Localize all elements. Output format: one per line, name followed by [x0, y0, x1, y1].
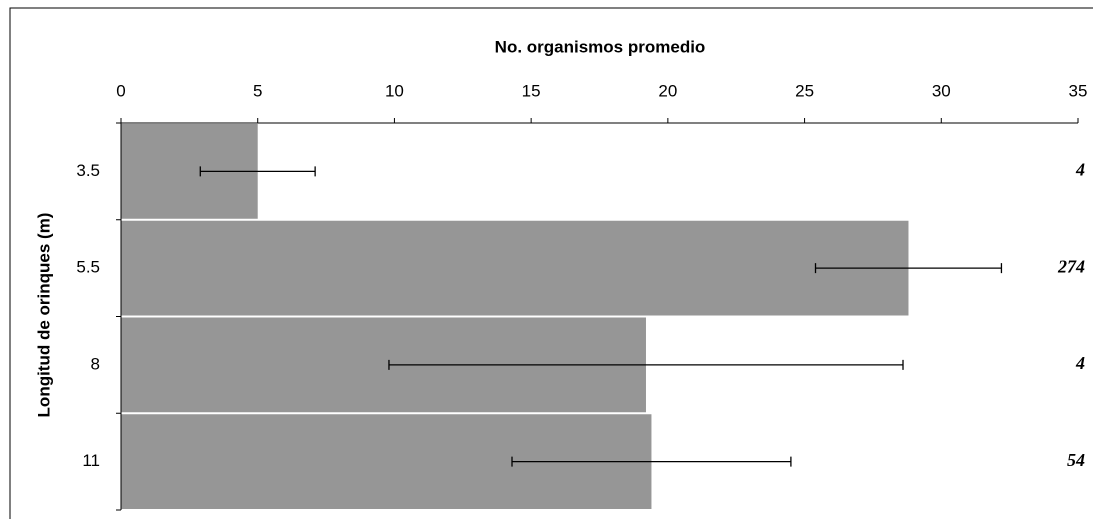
- bar-annotation: 4: [1075, 160, 1085, 180]
- x-tick-label: 25: [795, 81, 814, 100]
- x-tick-label: 20: [658, 81, 677, 100]
- y-tick-label: 3.5: [76, 161, 100, 180]
- x-tick-label: 5: [253, 81, 262, 100]
- bar-annotation: 4: [1075, 353, 1085, 373]
- y-tick-label: 11: [82, 451, 100, 470]
- bar: [121, 220, 909, 316]
- x-tick-label: 0: [116, 81, 125, 100]
- x-axis-title: No. organismos promedio: [495, 37, 706, 56]
- y-tick-label: 5.5: [76, 258, 100, 277]
- x-tick-label: 15: [522, 81, 541, 100]
- x-tick-label: 30: [932, 81, 951, 100]
- bar-annotation: 54: [1067, 450, 1085, 470]
- y-tick-label: 8: [91, 354, 100, 373]
- x-tick-label: 10: [385, 81, 404, 100]
- bar-annotation: 274: [1057, 256, 1085, 276]
- y-axis-title: Longitud de orinques (m): [34, 213, 53, 418]
- x-tick-label: 35: [1069, 81, 1088, 100]
